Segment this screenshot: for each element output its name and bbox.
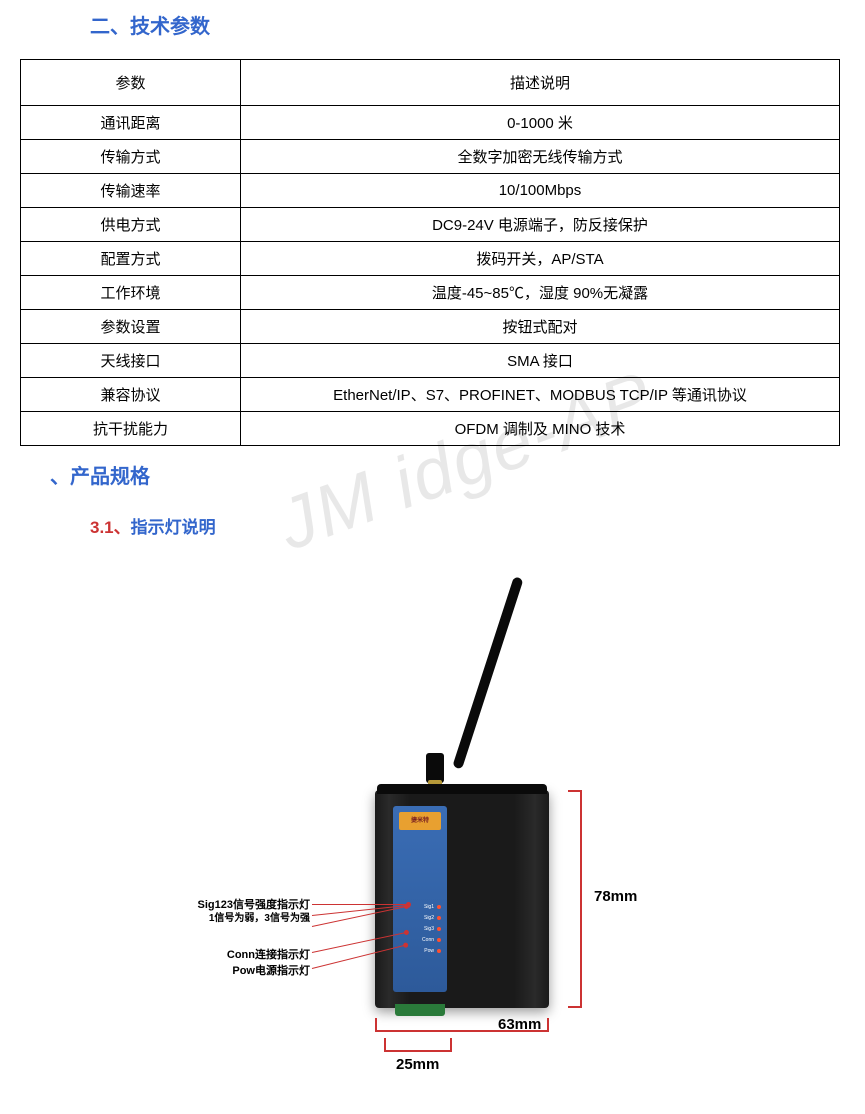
brand-label: 捷米特 [399,812,441,830]
led-label: Sig1 [424,904,434,910]
callout-sig-line1: Sig123信号强度指示灯 [170,898,310,912]
cell-desc: 按钮式配对 [241,310,840,344]
led-dot-icon [437,927,441,931]
device-faceplate: 捷米特 Sig1 Sig2 Sig3 Conn Pow [393,806,447,992]
table-row: 工作环境温度-45~85℃，湿度 90%无凝露 [21,276,840,310]
antenna-icon [452,576,523,769]
cell-desc: SMA 接口 [241,344,840,378]
cell-param: 天线接口 [21,344,241,378]
antenna-joint [426,753,444,783]
subsection-text: 指示灯说明 [131,518,216,537]
led-label: Conn [422,937,434,943]
product-diagram: 捷米特 Sig1 Sig2 Sig3 Conn Pow 78mm 63mm 25… [170,558,720,1078]
cell-param: 兼容协议 [21,378,241,412]
document-content: 二、技术参数 参数 描述说明 通讯距离0-1000 米 传输方式全数字加密无线传… [0,0,865,1098]
table-row: 传输速率10/100Mbps [21,174,840,208]
cell-param: 供电方式 [21,208,241,242]
cell-param: 通讯距离 [21,106,241,140]
cell-desc: 全数字加密无线传输方式 [241,140,840,174]
led-row: Sig2 [399,912,441,923]
section-product-spec-title: 、产品规格 [50,460,845,489]
cell-desc: EtherNet/IP、S7、PROFINET、MODBUS TCP/IP 等通… [241,378,840,412]
led-label: Sig3 [424,926,434,932]
led-dot-icon [437,949,441,953]
cell-desc: DC9-24V 电源端子，防反接保护 [241,208,840,242]
led-dot-icon [437,905,441,909]
cell-param: 工作环境 [21,276,241,310]
cell-desc: 温度-45~85℃，湿度 90%无凝露 [241,276,840,310]
led-dot-icon [437,938,441,942]
cell-desc: 拨码开关，AP/STA [241,242,840,276]
cell-param: 传输速率 [21,174,241,208]
table-row: 传输方式全数字加密无线传输方式 [21,140,840,174]
cell-param: 抗干扰能力 [21,412,241,446]
table-row: 抗干扰能力OFDM 调制及 MINO 技术 [21,412,840,446]
callout-pow: Pow电源指示灯 [210,962,310,978]
led-label: Sig2 [424,915,434,921]
subsection-indicator-title: 3.1、指示灯说明 [90,513,845,538]
cell-param: 参数设置 [21,310,241,344]
led-dot-icon [437,916,441,920]
cell-param: 配置方式 [21,242,241,276]
dimension-depth-label: 25mm [396,1056,439,1073]
table-header-desc: 描述说明 [241,60,840,106]
dimension-height-bracket [568,790,582,1008]
dimension-height-label: 78mm [594,888,637,905]
tech-params-table: 参数 描述说明 通讯距离0-1000 米 传输方式全数字加密无线传输方式 传输速… [20,59,840,446]
table-row: 配置方式拨码开关，AP/STA [21,242,840,276]
table-row: 通讯距离0-1000 米 [21,106,840,140]
table-row: 兼容协议EtherNet/IP、S7、PROFINET、MODBUS TCP/I… [21,378,840,412]
device-terminal-block [395,1004,445,1016]
table-header-param: 参数 [21,60,241,106]
subsection-number: 3.1、 [90,518,131,537]
cell-param: 传输方式 [21,140,241,174]
cell-desc: 0-1000 米 [241,106,840,140]
cell-desc: 10/100Mbps [241,174,840,208]
table-row: 天线接口SMA 接口 [21,344,840,378]
dimension-depth-bracket [384,1038,452,1052]
device-top-edge [377,784,547,794]
table-header-row: 参数 描述说明 [21,60,840,106]
callout-sig-line2: 1信号为弱，3信号为强 [170,912,310,925]
led-label: Pow [424,948,434,954]
table-row: 供电方式DC9-24V 电源端子，防反接保护 [21,208,840,242]
callout-conn: Conn连接指示灯 [200,946,310,962]
section-tech-params-title: 二、技术参数 [90,10,845,39]
device-body: 捷米特 Sig1 Sig2 Sig3 Conn Pow [375,790,549,1008]
callout-sig: Sig123信号强度指示灯 1信号为弱，3信号为强 [170,898,310,925]
table-row: 参数设置按钮式配对 [21,310,840,344]
dimension-width-label: 63mm [498,1016,541,1033]
callout-line [312,904,410,905]
cell-desc: OFDM 调制及 MINO 技术 [241,412,840,446]
